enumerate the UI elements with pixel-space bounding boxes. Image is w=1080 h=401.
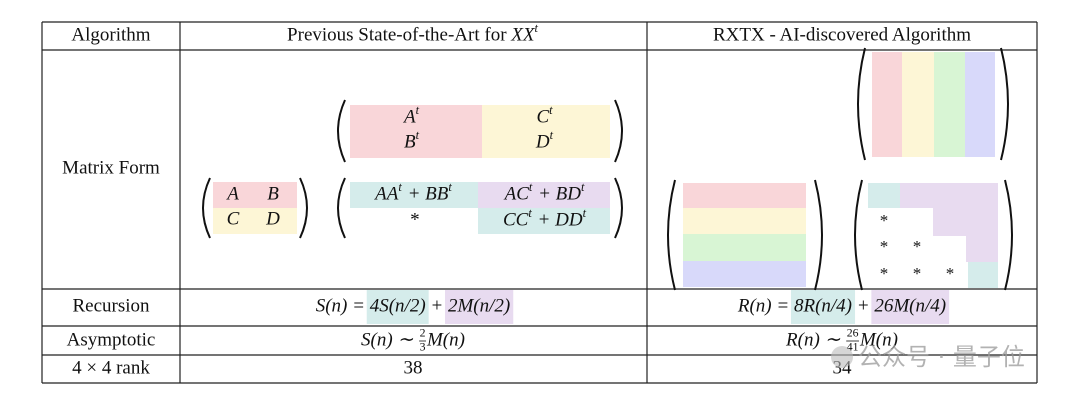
cell-text: t (448, 180, 452, 194)
cell-text: t (416, 103, 420, 117)
cell-text: 26M(n/4) (874, 295, 946, 316)
highlight (683, 183, 806, 208)
cell-text: S(n) ∼ (361, 329, 418, 350)
highlight (900, 183, 998, 262)
highlight (482, 105, 610, 158)
highlight (868, 183, 900, 208)
highlight (478, 208, 610, 234)
highlight (934, 52, 965, 157)
cell-text: t (583, 206, 587, 220)
highlight (444, 290, 514, 324)
fraction-denominator: 3 (420, 341, 426, 354)
cell-text: XX (510, 24, 536, 45)
bracket (614, 177, 623, 239)
cell-text: AC (503, 183, 530, 204)
watermark: 公众号 · 量子位 (858, 343, 1025, 371)
highlight (683, 208, 806, 234)
highlights (213, 52, 998, 324)
cell-text: R(n) ∼ (785, 329, 845, 350)
matrix-entry: * (946, 264, 955, 283)
cell-text: t (535, 21, 539, 35)
cell-text: M(n) (426, 329, 465, 350)
cell-text: + (852, 295, 874, 316)
cell-text: C (536, 106, 549, 127)
row-label: 4 × 4 rank (72, 357, 150, 378)
cell-text: CC (503, 209, 529, 230)
cell-text: 4S(n/2) (370, 295, 426, 316)
cell-text: S(n) = (316, 295, 370, 316)
highlight (478, 182, 610, 208)
watermark-icon (831, 346, 853, 368)
matrix-entry: * (880, 237, 889, 256)
matrix-entry: * (880, 264, 889, 283)
cell-text: t (581, 180, 585, 194)
cell-text: t (398, 180, 402, 194)
cell-text: * (409, 209, 419, 230)
header-cell: RXTX - AI-discovered Algorithm (713, 24, 971, 45)
bracket (202, 177, 211, 239)
highlight (902, 52, 934, 157)
cell-text: D (535, 131, 550, 152)
matrix-entry: * (913, 264, 922, 283)
highlight (683, 261, 806, 287)
highlight (213, 182, 297, 208)
row-label: Asymptotic (67, 329, 156, 350)
highlight (350, 182, 478, 208)
cell-text: 8R(n/4) (794, 295, 852, 316)
cell-text: + BB (403, 183, 449, 204)
row-label: Matrix Form (62, 157, 160, 178)
cell-text: t (528, 206, 532, 220)
header-cell: Algorithm (71, 24, 150, 45)
bracket (299, 177, 308, 239)
highlight (350, 105, 482, 158)
bracket (857, 47, 866, 161)
row-label: Recursion (72, 295, 150, 316)
matrix-entry: D (265, 208, 280, 229)
cell-text: t (529, 180, 533, 194)
matrix-entry: A (225, 183, 239, 204)
matrix-entry: B (267, 183, 279, 204)
fraction-numerator: 26 (847, 327, 859, 340)
bracket (814, 179, 823, 291)
content: Algorithm Previous State-of-the-Art for X… (62, 21, 1025, 379)
bracket (1004, 179, 1013, 291)
table-rules (41, 21, 1038, 384)
highlight (872, 52, 902, 157)
highlight (683, 234, 806, 261)
highlight (213, 208, 297, 234)
matrix-entry: C (227, 208, 240, 229)
cell-text: + (426, 295, 448, 316)
highlight (871, 290, 950, 324)
cell-text: M(n) (859, 329, 898, 350)
highlight (366, 290, 429, 324)
cell-text: B (404, 131, 416, 152)
fraction-denominator: 41 (847, 341, 859, 354)
cell-text: Previous State-of-the-Art for (287, 24, 511, 45)
matrix-entry: * (880, 211, 889, 230)
highlight (968, 262, 998, 288)
bracket (854, 179, 863, 291)
bracket (667, 179, 676, 291)
matrix-entry: * (913, 237, 922, 256)
cell-text: + BD (533, 183, 581, 204)
cell-text: t (550, 128, 554, 142)
rank-value: 38 (404, 357, 423, 378)
cell-text: A (402, 106, 416, 127)
bracket (614, 99, 623, 163)
bracket (1000, 47, 1009, 161)
cell-text: t (416, 128, 420, 142)
highlight (790, 290, 856, 324)
cell-text: t (549, 103, 553, 117)
fraction-numerator: 2 (420, 327, 426, 340)
bracket (337, 99, 346, 163)
cell-text: AA (373, 183, 399, 204)
cell-text: 2M(n/2) (448, 295, 510, 316)
cell-text: + DD (533, 209, 583, 230)
bracket (337, 177, 346, 239)
highlight (965, 52, 995, 157)
cell-text: R(n) = (737, 295, 794, 316)
